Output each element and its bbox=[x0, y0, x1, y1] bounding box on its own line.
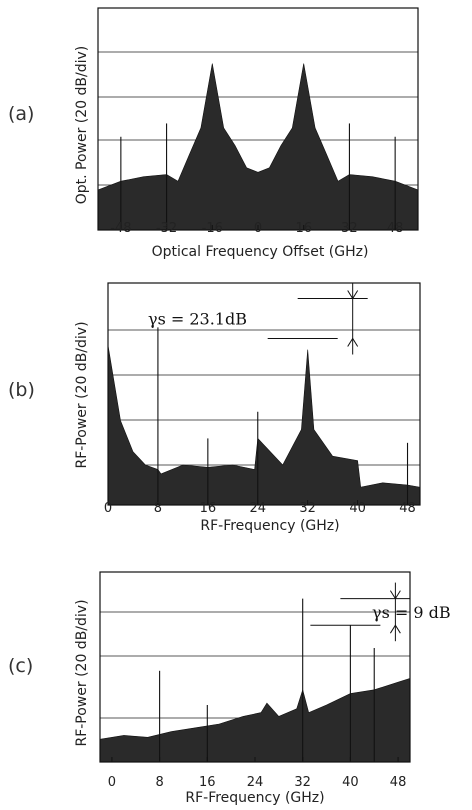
x-tick-label: -16 bbox=[202, 221, 223, 236]
x-tick-label: 32 bbox=[294, 775, 311, 790]
y-axis-title-b: RF-Power (20 dB/div) bbox=[74, 321, 90, 468]
annotation-label: γs = 9 dB bbox=[372, 603, 451, 622]
annotation-arrowhead bbox=[347, 337, 359, 347]
x-tick-label: 0 bbox=[108, 775, 116, 790]
x-tick-label: 0 bbox=[104, 501, 112, 516]
panel-b: (b) RF-Power (20 dB/div) RF-Frequency (G… bbox=[8, 321, 340, 534]
x-tick-label: 16 bbox=[199, 775, 216, 790]
x-tick-label: -48 bbox=[110, 221, 131, 236]
panel-label-a: (a) bbox=[8, 103, 34, 125]
x-tick-label: 8 bbox=[155, 775, 163, 790]
x-tick-label: 40 bbox=[349, 501, 366, 516]
x-tick-label: 24 bbox=[249, 501, 266, 516]
panel-label-c: (c) bbox=[8, 655, 33, 677]
y-axis-title-a: Opt. Power (20 dB/div) bbox=[74, 46, 90, 205]
x-tick-label: 48 bbox=[387, 221, 404, 236]
plot-area-c: 0 8 16 24 32 40 48 γs = 9 dB bbox=[99, 571, 451, 790]
x-tick-label: 48 bbox=[399, 501, 416, 516]
panel-a: (a) Opt. Power (20 dB/div) Optical Frequ… bbox=[8, 46, 368, 260]
plot-area-b: 0 8 16 24 32 40 48 γs = 23.1dB bbox=[104, 282, 421, 516]
annotation-arrowhead bbox=[389, 624, 401, 634]
y-axis-title-c: RF-Power (20 dB/div) bbox=[74, 599, 90, 746]
spectrum-trace bbox=[107, 345, 421, 506]
x-tick-label: 48 bbox=[390, 775, 407, 790]
plot-frame bbox=[107, 282, 421, 506]
annotation-label: γs = 23.1dB bbox=[148, 310, 247, 329]
annotation-arrowhead bbox=[389, 590, 401, 600]
x-tick-label: -32 bbox=[156, 221, 177, 236]
spectrum-trace bbox=[97, 63, 419, 231]
x-tick-label: 0 bbox=[254, 221, 262, 236]
x-tick-label: 32 bbox=[341, 221, 358, 236]
x-axis-title-b: RF-Frequency (GHz) bbox=[200, 518, 339, 534]
x-tick-label: 24 bbox=[247, 775, 264, 790]
x-tick-label: 8 bbox=[154, 501, 162, 516]
panel-label-b: (b) bbox=[8, 379, 35, 401]
annotation-arrowhead bbox=[347, 290, 359, 300]
x-tick-label: 16 bbox=[200, 501, 217, 516]
x-tick-label: 16 bbox=[295, 221, 312, 236]
x-axis-title-c: RF-Frequency (GHz) bbox=[185, 790, 324, 806]
x-tick-label: 40 bbox=[342, 775, 359, 790]
panel-c: (c) RF-Power (20 dB/div) RF-Frequency (G… bbox=[8, 599, 325, 806]
x-tick-label: 32 bbox=[299, 501, 316, 516]
x-axis-title-a: Optical Frequency Offset (GHz) bbox=[152, 244, 369, 260]
spectrum-trace bbox=[99, 677, 411, 763]
plot-area-a: -48 -32 -16 0 16 32 48 bbox=[97, 7, 419, 236]
